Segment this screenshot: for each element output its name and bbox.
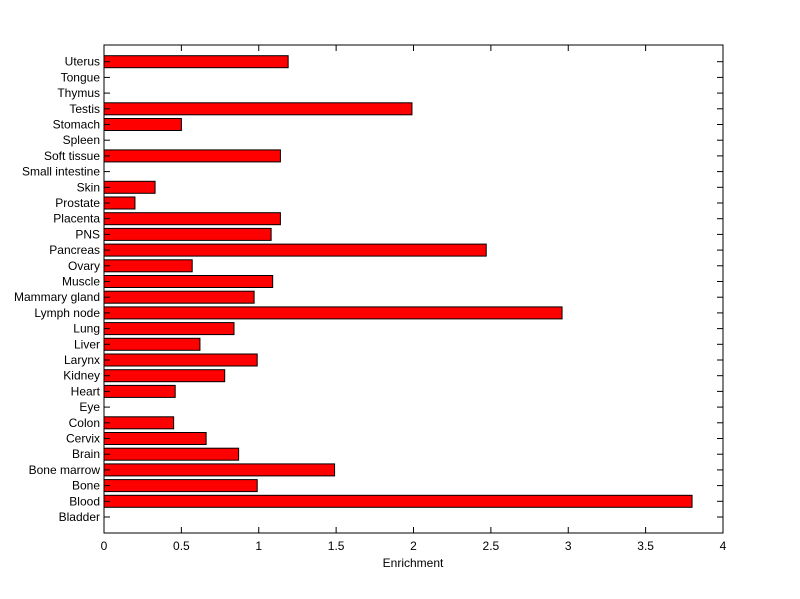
y-tick-label-spleen: Spleen (63, 133, 100, 147)
bars-group (103, 55, 693, 508)
bar-bone (103, 479, 258, 493)
x-tick-label: 1.5 (328, 539, 345, 553)
y-tick-label-pns: PNS (75, 227, 100, 241)
y-tick-label-stomach: Stomach (53, 118, 100, 132)
y-tick-label-tongue: Tongue (61, 70, 101, 84)
y-tick-label-bone: Bone (72, 479, 100, 493)
x-tick-label: 0 (101, 539, 108, 553)
x-axis: 0 0.5 1 1.5 2 2.5 3 3.5 4 (101, 45, 727, 553)
bar-ovary (103, 259, 193, 273)
x-tick-label: 1 (255, 539, 262, 553)
y-tick-label-soft-tissue: Soft tissue (44, 149, 100, 163)
y-tick-label-uterus: Uterus (65, 55, 100, 69)
y-tick-label-bone-marrow: Bone marrow (29, 463, 101, 477)
x-tick-label: 2 (410, 539, 417, 553)
bar-soft-tissue (103, 149, 281, 163)
bar-pns (103, 227, 272, 241)
bar-lymph-node (103, 306, 563, 320)
y-tick-label-blood: Blood (69, 494, 100, 508)
x-tick-label: 3 (565, 539, 572, 553)
x-tick-label: 0.5 (173, 539, 190, 553)
bar-lung (103, 322, 235, 336)
bar-liver (103, 337, 201, 351)
y-tick-label-larynx: Larynx (64, 353, 100, 367)
y-tick-label-small-intestine: Small intestine (22, 165, 100, 179)
bar-heart (103, 384, 176, 398)
y-tick-label-kidney: Kidney (63, 369, 100, 383)
bar-pancreas (103, 243, 487, 257)
y-tick-label-lung: Lung (73, 322, 100, 336)
y-tick-label-placenta: Placenta (53, 212, 100, 226)
x-tick-label: 4 (720, 539, 727, 553)
y-tick-label-liver: Liver (74, 337, 100, 351)
y-tick-label-lymph-node: Lymph node (34, 306, 100, 320)
y-tick-label-brain: Brain (72, 447, 100, 461)
bar-mammary-gland (103, 290, 255, 304)
bar-stomach (103, 118, 182, 131)
y-tick-label-bladder: Bladder (59, 510, 100, 524)
y-tick-label-mammary-gland: Mammary gland (14, 290, 100, 304)
bar-cervix (103, 432, 207, 445)
y-tick-label-muscle: Muscle (62, 275, 100, 289)
bar-kidney (103, 369, 226, 383)
y-tick-label-thymus: Thymus (57, 86, 100, 100)
y-tick-label-colon: Colon (69, 416, 100, 430)
bar-uterus (103, 55, 289, 69)
bar-blood (103, 494, 693, 508)
y-tick-label-heart: Heart (71, 384, 101, 398)
x-tick-label: 3.5 (637, 539, 654, 553)
bar-testis (103, 102, 413, 116)
bar-bone-marrow (103, 463, 336, 477)
bar-skin (103, 180, 156, 194)
bar-placenta (103, 212, 281, 226)
bar-brain (103, 447, 240, 461)
y-tick-label-testis: Testis (69, 102, 100, 116)
y-tick-label-cervix: Cervix (66, 432, 100, 446)
bar-colon (103, 416, 175, 430)
bar-muscle (103, 275, 274, 288)
y-tick-label-skin: Skin (77, 180, 100, 194)
y-tick-label-pancreas: Pancreas (49, 243, 100, 257)
y-tick-label-eye: Eye (79, 400, 100, 414)
x-axis-title: Enrichment (383, 556, 444, 570)
x-tick-label: 2.5 (483, 539, 500, 553)
y-tick-label-ovary: Ovary (68, 259, 100, 273)
y-tick-label-prostate: Prostate (55, 196, 100, 210)
bar-larynx (103, 353, 258, 367)
